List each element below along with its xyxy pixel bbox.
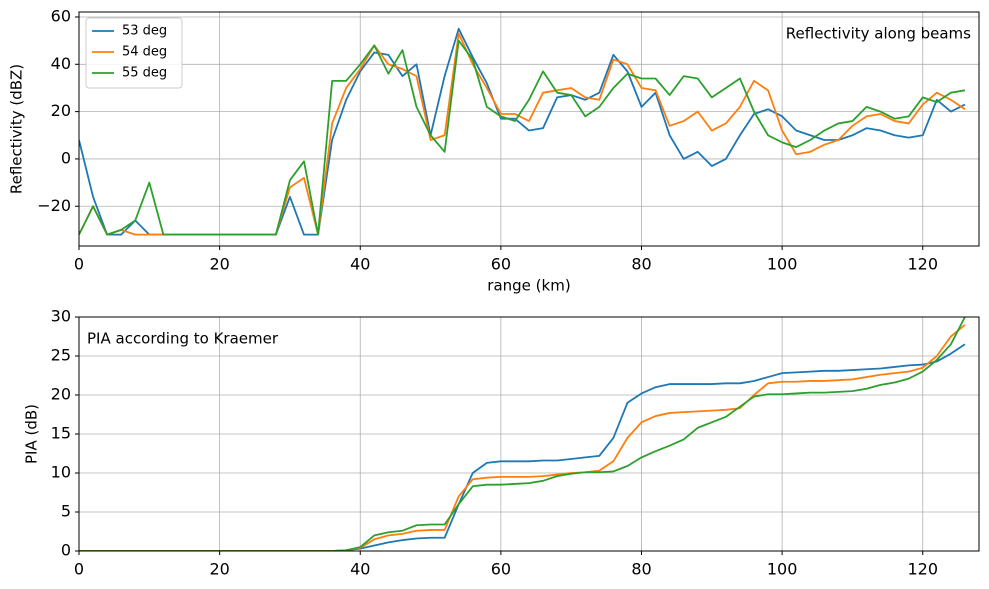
y-tick-label: 40 — [51, 54, 71, 73]
y-axis-label: PIA (dB) — [23, 404, 41, 464]
axes-frame — [78, 11, 980, 247]
legend: 53 deg 54 deg 55 deg — [85, 17, 183, 89]
series-line — [79, 317, 966, 551]
y-tick-label: 20 — [51, 101, 71, 120]
x-tick-label: 60 — [491, 255, 511, 274]
series-line — [79, 32, 966, 236]
y-tick-label: 20 — [51, 385, 71, 404]
series-line — [79, 343, 966, 551]
x-tick-label: 0 — [74, 560, 84, 579]
y-tick-label: 10 — [51, 463, 71, 482]
x-axis-label: range (km) — [487, 277, 570, 295]
x-tick-label: 60 — [491, 560, 511, 579]
annotation: Reflectivity along beams — [786, 25, 971, 43]
x-tick-label: 100 — [767, 560, 798, 579]
series-line — [79, 27, 966, 236]
y-tick-label: 5 — [61, 502, 71, 521]
series-line — [79, 324, 966, 551]
x-tick-label: 40 — [350, 255, 370, 274]
plot-area — [79, 317, 966, 551]
y-tick-label: 60 — [51, 6, 71, 25]
x-tick-label: 80 — [631, 255, 651, 274]
x-tick-label: 100 — [767, 255, 798, 274]
x-tick-label: 80 — [631, 560, 651, 579]
x-tick-label: 120 — [907, 560, 938, 579]
x-tick-label: 20 — [209, 560, 229, 579]
axes-frame — [78, 316, 980, 552]
y-tick-label: 30 — [51, 307, 71, 326]
y-tick-label: 15 — [51, 424, 71, 443]
subplot: 0 20 40 60 80 100 120 −20 0 20 40 60 range (km) Refle… — [8, 6, 980, 295]
annotation: PIA according to Kraemer — [87, 330, 279, 348]
x-tick-label: 40 — [350, 560, 370, 579]
y-tick-label: 25 — [51, 346, 71, 365]
x-tick-label: 20 — [209, 255, 229, 274]
y-tick-label: −20 — [37, 196, 71, 215]
legend-label: 53 deg — [122, 24, 167, 39]
x-tick-label: 120 — [907, 255, 938, 274]
plot-area — [79, 27, 966, 236]
y-axis-label: Reflectivity (dBZ) — [8, 64, 26, 194]
legend-label: 55 deg — [122, 66, 167, 81]
legend-label: 54 deg — [122, 45, 167, 60]
x-tick-label: 0 — [74, 255, 84, 274]
y-tick-label: 0 — [61, 148, 71, 167]
series-line — [79, 39, 966, 236]
y-tick-label: 0 — [61, 541, 71, 560]
legend-box — [85, 17, 183, 89]
subplot: 0 20 40 60 80 100 120 0 5 10 15 20 25 30 PIA (dB) PIA a… — [23, 307, 980, 579]
